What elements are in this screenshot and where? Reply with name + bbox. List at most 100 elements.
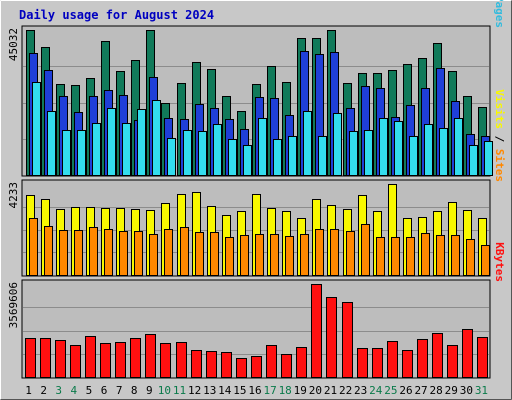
bar-kbytes-day-29 — [447, 345, 458, 378]
x-tick-label-3: 3 — [55, 384, 62, 397]
bar-sites-day-4 — [74, 230, 83, 276]
bar-kbytes-day-31 — [477, 337, 488, 378]
bar-sites-day-20 — [315, 229, 324, 276]
bar-sites-day-2 — [44, 226, 53, 276]
bar-sites-day-7 — [119, 231, 128, 276]
bar-sites-day-3 — [59, 230, 68, 276]
x-tick-label-21: 21 — [324, 384, 337, 397]
series-legend-label: KBytes — [493, 242, 506, 282]
bar-sites-day-21 — [330, 229, 339, 276]
bar-pages-day-9 — [152, 100, 161, 176]
x-tick-label-4: 4 — [71, 384, 78, 397]
bar-kbytes-day-20 — [311, 284, 322, 378]
x-tick-label-19: 19 — [294, 384, 307, 397]
bar-sites-day-13 — [210, 232, 219, 276]
bar-pages-day-26 — [409, 136, 418, 176]
bar-kbytes-day-9 — [145, 334, 156, 378]
x-tick-label-27: 27 — [414, 384, 427, 397]
bar-kbytes-day-27 — [417, 339, 428, 378]
bar-sites-day-26 — [406, 237, 415, 276]
bar-sites-day-14 — [225, 237, 234, 276]
bar-pages-day-4 — [77, 130, 86, 176]
y-max-label: 4233 — [7, 182, 20, 209]
bar-pages-day-18 — [288, 136, 297, 176]
bar-sites-day-1 — [29, 218, 38, 276]
bar-kbytes-day-17 — [266, 345, 277, 378]
bar-sites-day-22 — [346, 231, 355, 276]
bar-kbytes-day-28 — [432, 333, 443, 378]
y-max-label: 45032 — [7, 28, 20, 61]
bar-kbytes-day-19 — [296, 347, 307, 378]
bar-pages-day-3 — [62, 130, 71, 176]
bar-kbytes-day-8 — [130, 338, 141, 378]
bar-pages-day-15 — [243, 145, 252, 176]
bar-kbytes-day-22 — [342, 302, 353, 378]
bar-pages-day-20 — [318, 136, 327, 176]
bar-kbytes-day-14 — [221, 352, 232, 378]
legend-part: Pages — [493, 0, 506, 28]
x-tick-label-5: 5 — [86, 384, 93, 397]
bar-pages-day-30 — [469, 145, 478, 176]
x-tick-label-24: 24 — [369, 384, 383, 397]
bar-pages-day-28 — [439, 128, 448, 176]
panel-kbytes: 3569606 KBytes — [7, 242, 506, 379]
bar-pages-day-17 — [273, 139, 282, 176]
bar-pages-day-6 — [107, 108, 116, 176]
x-tick-label-26: 26 — [399, 384, 412, 397]
bar-sites-day-24 — [376, 237, 385, 276]
bar-pages-day-14 — [228, 139, 237, 176]
bar-kbytes-day-15 — [236, 358, 247, 378]
x-tick-label-11: 11 — [173, 384, 186, 397]
x-tick-label-22: 22 — [339, 384, 352, 397]
bar-sites-day-6 — [104, 229, 113, 276]
y-max-label: 3569606 — [7, 282, 20, 328]
bar-sites-day-5 — [89, 227, 98, 276]
bar-sites-day-29 — [451, 235, 460, 276]
bar-sites-day-11 — [180, 227, 189, 276]
bar-pages-day-24 — [379, 118, 388, 176]
bar-kbytes-day-18 — [281, 354, 292, 378]
bar-pages-day-22 — [349, 131, 358, 176]
bar-kbytes-day-23 — [357, 348, 368, 378]
x-tick-label-14: 14 — [218, 384, 232, 397]
bar-pages-day-2 — [47, 111, 56, 176]
x-tick-label-6: 6 — [101, 384, 108, 397]
bar-pages-day-1 — [32, 82, 41, 176]
x-tick-label-9: 9 — [146, 384, 153, 397]
x-tick-label-12: 12 — [188, 384, 201, 397]
x-tick-label-10: 10 — [158, 384, 171, 397]
legend-part: Visits — [493, 89, 506, 129]
bar-kbytes-day-26 — [402, 350, 413, 378]
bar-pages-day-10 — [167, 138, 176, 176]
x-tick-label-30: 30 — [460, 384, 473, 397]
x-tick-label-31: 31 — [475, 384, 488, 397]
bar-sites-day-9 — [149, 234, 158, 276]
x-tick-label-8: 8 — [131, 384, 138, 397]
bar-pages-day-8 — [137, 109, 146, 176]
bar-kbytes-day-10 — [160, 343, 171, 378]
bar-sites-day-15 — [240, 235, 249, 276]
bar-kbytes-day-6 — [100, 343, 111, 378]
bar-kbytes-day-5 — [85, 336, 96, 378]
bar-sites-day-12 — [195, 232, 204, 276]
bar-kbytes-day-13 — [206, 351, 217, 378]
x-tick-label-1: 1 — [25, 384, 32, 397]
legend-part: / — [493, 129, 506, 149]
bar-sites-day-23 — [361, 224, 370, 276]
bar-pages-day-27 — [424, 124, 433, 176]
x-tick-label-20: 20 — [309, 384, 322, 397]
bar-kbytes-day-11 — [176, 342, 187, 378]
bar-kbytes-day-2 — [40, 338, 51, 378]
chart-panels: 45032 Hits / Files / Pages 4233 Visits / Si… — [7, 0, 506, 379]
panel-visits-sites: 4233 Visits / Sites — [7, 89, 506, 277]
bar-kbytes-day-12 — [191, 350, 202, 378]
bar-sites-day-17 — [270, 234, 279, 276]
bar-pages-day-5 — [92, 123, 101, 176]
series-legend-label: Hits / Files / Pages — [493, 0, 506, 28]
bar-kbytes-day-1 — [25, 338, 36, 378]
x-tick-label-25: 25 — [384, 384, 397, 397]
bar-pages-day-11 — [183, 130, 192, 176]
bar-sites-day-27 — [421, 233, 430, 276]
x-tick-label-29: 29 — [445, 384, 458, 397]
